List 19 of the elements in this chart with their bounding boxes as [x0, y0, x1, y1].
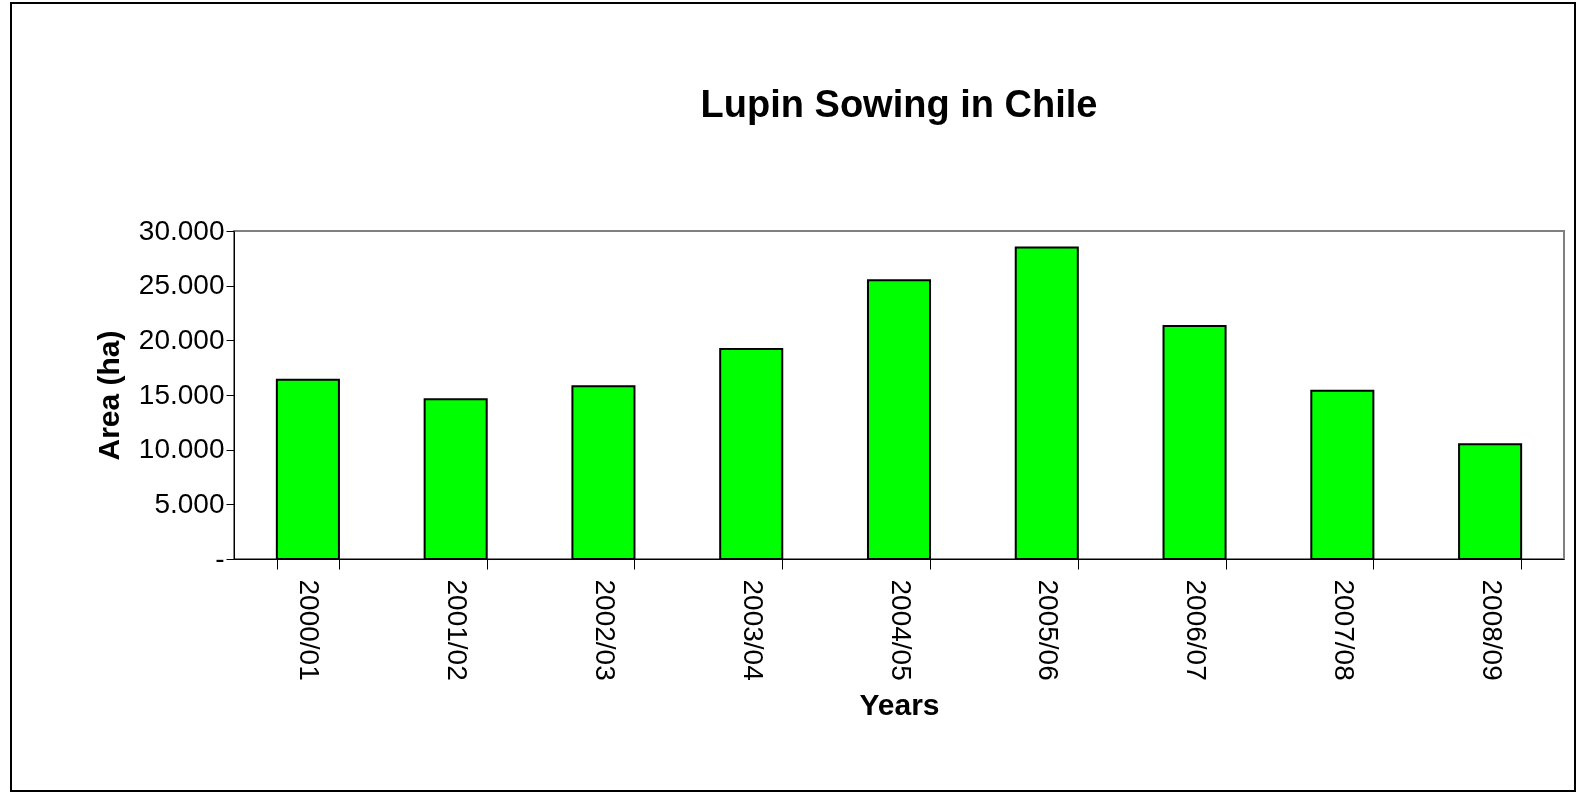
x-tick-label: 2004/05 — [885, 579, 917, 681]
x-axis-title: Years — [859, 687, 940, 721]
x-tick-label: 2007/08 — [1328, 579, 1360, 681]
y-tick-label: 5.000 — [154, 487, 225, 519]
x-tick-label: 2001/02 — [442, 579, 474, 681]
y-tick-label: - — [215, 542, 225, 574]
x-tick-label: 2006/07 — [1181, 579, 1213, 681]
x-tick-label: 2005/06 — [1033, 579, 1065, 681]
y-tick-label: 25.000 — [138, 269, 225, 301]
y-tick-label: 10.000 — [138, 433, 225, 465]
x-tick-label: 2003/04 — [737, 579, 769, 681]
y-tick-label: 20.000 — [138, 323, 225, 355]
x-tick-label: 2002/03 — [589, 579, 621, 681]
y-axis-title: Area (ha) — [91, 330, 125, 461]
y-tick-label: 15.000 — [138, 378, 225, 410]
chart-title: Lupin Sowing in Chile — [700, 83, 1098, 125]
y-tick-label: 30.000 — [138, 214, 225, 246]
x-tick-label: 2008/09 — [1476, 579, 1508, 681]
x-tick-label: 2000/01 — [294, 579, 326, 681]
